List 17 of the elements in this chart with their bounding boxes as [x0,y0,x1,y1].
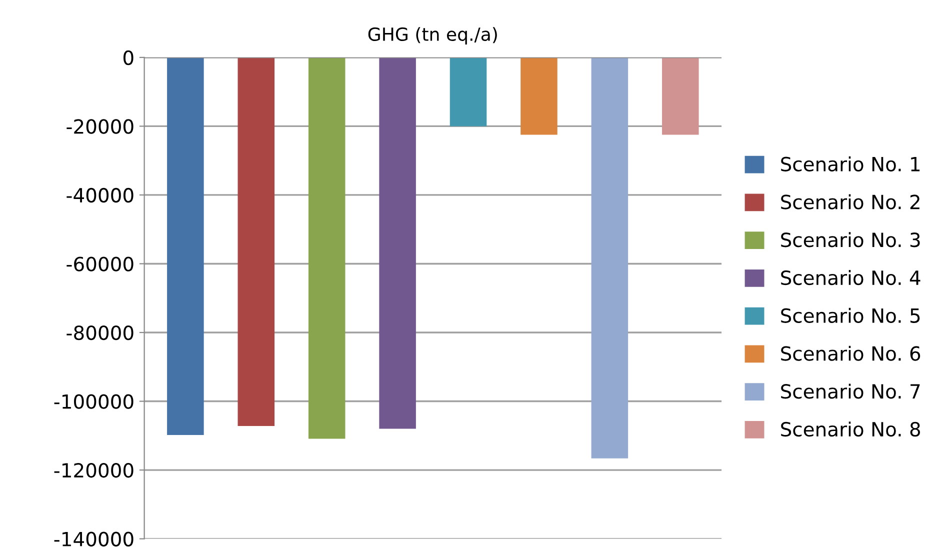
legend-label: Scenario No. 4 [781,270,920,286]
legend-label: Scenario No. 3 [781,232,920,248]
y-tick-label: -80000 [66,325,134,340]
y-tick-label: -100000 [54,394,134,409]
chart-title: GHG (tn eq./a) [368,27,497,45]
legend-label: Scenario No. 5 [781,308,920,323]
legend-label: Scenario No. 7 [781,384,920,399]
legend-label: Scenario No. 6 [781,346,920,361]
y-tick-label: -140000 [54,532,134,546]
y-tick-label: -20000 [66,119,134,134]
y-tick-label: 0 [123,50,134,66]
y-tick-label: -120000 [54,462,134,478]
y-tick-label: -40000 [66,188,134,203]
y-tick-label: -60000 [66,256,134,272]
legend-label: Scenario No. 2 [781,194,920,210]
legend-label: Scenario No. 1 [781,156,920,172]
legend-label: Scenario No. 8 [781,422,920,437]
